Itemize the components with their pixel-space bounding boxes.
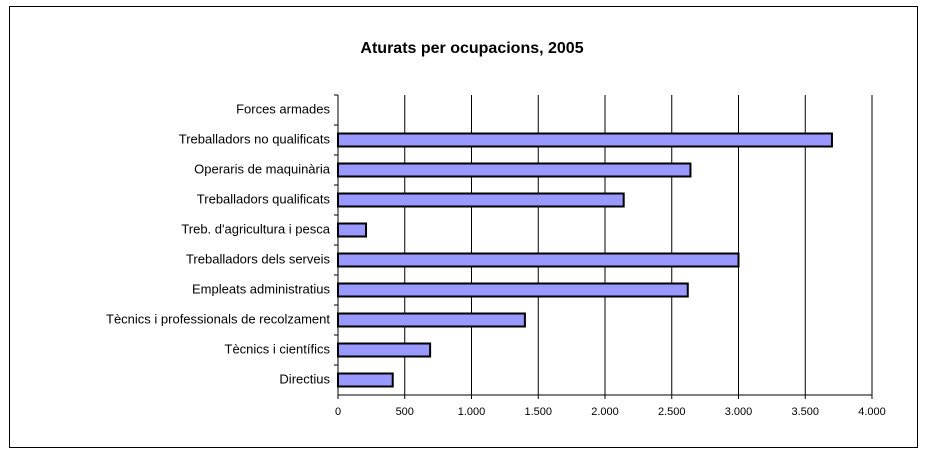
x-tick-label: 500 — [396, 406, 414, 418]
x-tick-label: 2.500 — [658, 406, 686, 418]
y-tick-label: Tècnics i científics — [225, 341, 331, 356]
x-tick-label: 3.500 — [791, 406, 819, 418]
bar — [337, 372, 394, 388]
bar — [337, 282, 689, 298]
bar — [337, 162, 692, 178]
chart-border — [9, 6, 918, 448]
bar — [337, 132, 833, 148]
x-tick-label: 4.000 — [858, 406, 886, 418]
y-tick-label: Empleats administratius — [192, 281, 330, 296]
y-tick-label: Tècnics i professionals de recolzament — [106, 311, 330, 326]
x-tick-label: 3.000 — [725, 406, 753, 418]
y-tick-label: Directius — [279, 371, 330, 386]
x-tick-label: 2.000 — [591, 406, 619, 418]
y-tick-label: Treballadors dels serveis — [186, 251, 331, 266]
bar — [337, 192, 625, 208]
x-tick-label: 1.000 — [458, 406, 486, 418]
bar — [337, 342, 432, 358]
bar — [337, 222, 368, 238]
chart-title: Aturats per ocupacions, 2005 — [360, 40, 583, 57]
y-tick-label: Forces armades — [236, 101, 330, 116]
x-tick-label: 0 — [335, 406, 341, 418]
y-tick-label: Operaris de maquinària — [194, 161, 331, 176]
bar — [337, 312, 526, 328]
y-tick-label: Treb. d'agricultura i pesca — [181, 221, 330, 236]
y-tick-label: Treballadors qualificats — [197, 191, 331, 206]
y-tick-label: Treballadors no qualificats — [179, 131, 331, 146]
x-tick-label: 1.500 — [524, 406, 552, 418]
bar — [337, 252, 740, 268]
